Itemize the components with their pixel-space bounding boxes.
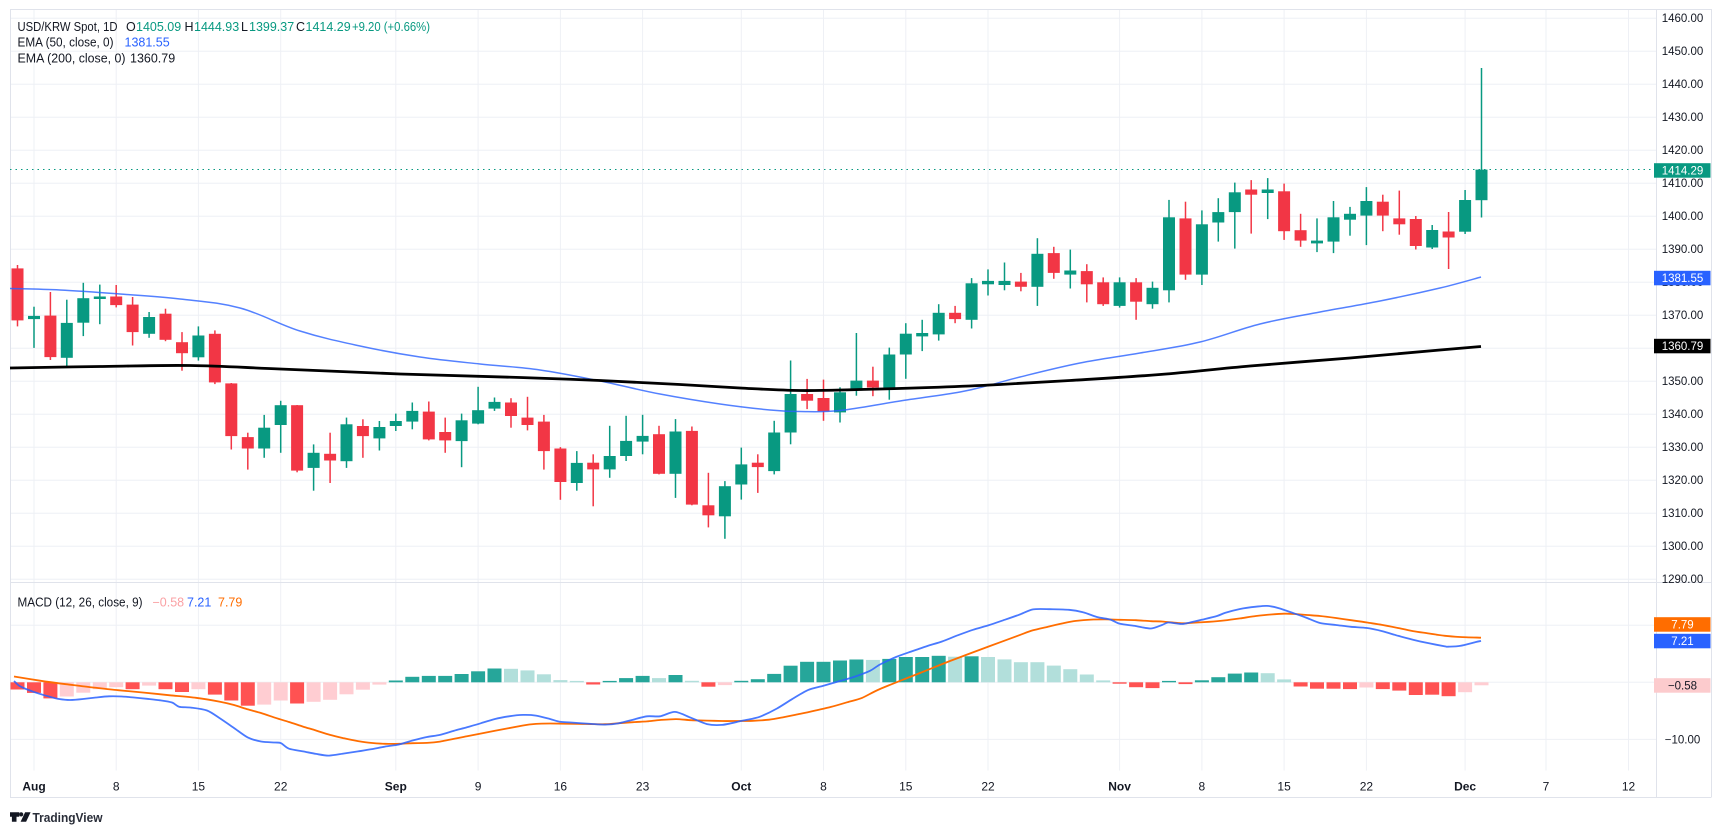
svg-text:16: 16 <box>554 780 568 794</box>
svg-text:1414.29: 1414.29 <box>306 20 351 34</box>
svg-text:1310.00: 1310.00 <box>1662 508 1704 520</box>
svg-text:EMA (50, close, 0): EMA (50, close, 0) <box>18 36 114 50</box>
svg-text:22: 22 <box>274 780 288 794</box>
svg-text:Aug: Aug <box>22 780 45 794</box>
svg-text:−0.58: −0.58 <box>153 596 185 610</box>
svg-text:1340.00: 1340.00 <box>1662 409 1704 421</box>
svg-text:−10.00: −10.00 <box>1665 734 1701 746</box>
svg-text:15: 15 <box>899 780 913 794</box>
svg-text:1381.55: 1381.55 <box>125 36 170 50</box>
svg-text:1440.00: 1440.00 <box>1662 79 1704 91</box>
svg-text:1420.00: 1420.00 <box>1662 145 1704 157</box>
svg-text:+9.20 (+0.66%): +9.20 (+0.66%) <box>352 20 430 34</box>
svg-text:1300.00: 1300.00 <box>1662 541 1704 553</box>
svg-text:8: 8 <box>1199 780 1206 794</box>
svg-text:1390.00: 1390.00 <box>1662 244 1704 256</box>
svg-text:22: 22 <box>981 780 995 794</box>
svg-text:Nov: Nov <box>1108 780 1131 794</box>
svg-text:1290.00: 1290.00 <box>1662 574 1704 586</box>
svg-text:1350.00: 1350.00 <box>1662 376 1704 388</box>
svg-text:Sep: Sep <box>385 780 407 794</box>
svg-text:1450.00: 1450.00 <box>1662 46 1704 58</box>
svg-text:1444.93: 1444.93 <box>194 20 239 34</box>
svg-text:7.21: 7.21 <box>1671 636 1693 648</box>
svg-text:15: 15 <box>192 780 206 794</box>
svg-text:1360.79: 1360.79 <box>130 52 175 66</box>
svg-text:1430.00: 1430.00 <box>1662 112 1704 124</box>
svg-text:1405.09: 1405.09 <box>136 20 181 34</box>
svg-text:15: 15 <box>1277 780 1291 794</box>
svg-text:1399.37: 1399.37 <box>249 20 294 34</box>
svg-text:1330.00: 1330.00 <box>1662 442 1704 454</box>
svg-text:7.79: 7.79 <box>1671 620 1693 632</box>
svg-text:8: 8 <box>113 780 120 794</box>
svg-text:Dec: Dec <box>1454 780 1476 794</box>
svg-text:9: 9 <box>475 780 482 794</box>
svg-text:1410.00: 1410.00 <box>1662 178 1704 190</box>
svg-text:7.79: 7.79 <box>218 596 242 610</box>
svg-text:8: 8 <box>820 780 827 794</box>
svg-text:EMA (200, close, 0): EMA (200, close, 0) <box>18 52 126 66</box>
svg-text:1360.79: 1360.79 <box>1662 341 1704 353</box>
svg-text:Oct: Oct <box>731 780 751 794</box>
svg-text:MACD (12, 26, close, 9): MACD (12, 26, close, 9) <box>18 596 143 610</box>
svg-text:USD/KRW Spot, 1D: USD/KRW Spot, 1D <box>18 20 118 34</box>
svg-text:TradingView: TradingView <box>33 810 104 825</box>
svg-text:7.21: 7.21 <box>187 596 211 610</box>
svg-text:1414.29: 1414.29 <box>1662 166 1704 178</box>
svg-text:1400.00: 1400.00 <box>1662 211 1704 223</box>
svg-text:H: H <box>185 20 194 34</box>
svg-text:O: O <box>126 20 136 34</box>
svg-text:L: L <box>241 20 248 34</box>
svg-text:−0.58: −0.58 <box>1668 681 1697 693</box>
svg-text:7: 7 <box>1543 780 1550 794</box>
svg-text:1460.00: 1460.00 <box>1662 13 1704 25</box>
svg-text:22: 22 <box>1360 780 1374 794</box>
svg-text:12: 12 <box>1622 780 1636 794</box>
svg-text:C: C <box>296 20 305 34</box>
svg-text:1320.00: 1320.00 <box>1662 475 1704 487</box>
svg-text:23: 23 <box>636 780 650 794</box>
svg-text:1370.00: 1370.00 <box>1662 310 1704 322</box>
svg-text:1381.55: 1381.55 <box>1662 273 1704 285</box>
